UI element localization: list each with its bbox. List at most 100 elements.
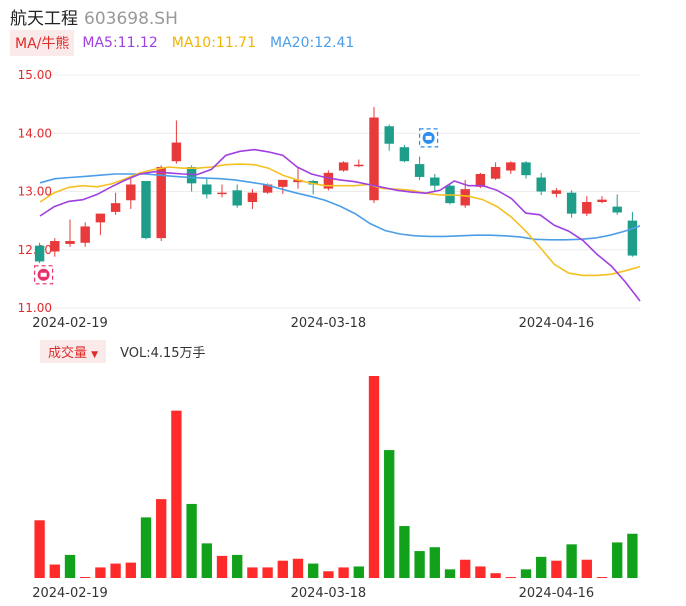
candle [323,170,334,191]
stock-name: 航天工程 [10,9,78,29]
y-tick-label: 15.00 [18,68,52,82]
volume-bar [581,559,592,578]
candle-body [278,179,288,187]
volume-bar [49,564,60,578]
candle [627,211,638,257]
candle [186,165,197,192]
candle-body [34,245,45,262]
candle [141,181,151,240]
volume-bar [323,571,334,578]
candle [50,238,60,257]
candle-body [232,190,242,206]
volume-bar [596,577,608,579]
candle [126,178,136,209]
stock-code: 603698.SH [84,9,178,29]
candle-body [399,147,410,162]
candle [95,213,106,236]
y-tick-label: 14.00 [18,126,52,140]
candle-body [141,181,151,239]
volume-bar [95,567,106,578]
volume-bar [414,551,425,578]
volume-bar [551,560,562,578]
volume-bar [566,544,577,578]
volume-bar [475,566,486,578]
candle-body [80,226,90,243]
candle-body [612,206,622,213]
candle-body [338,162,349,171]
sell-marker-icon [33,265,54,285]
candle [582,196,592,216]
candle-body [171,142,182,162]
marker-glyph [425,135,432,140]
candle-body [262,184,273,193]
candle [156,165,166,242]
volume-bar [125,562,136,578]
volume-bar [80,577,91,579]
candle [521,161,531,179]
marker-frame [33,265,54,285]
volume-bar [460,559,471,578]
volume-bar [505,577,516,579]
candle-body [460,189,470,206]
volume-bar [156,499,167,578]
y-tick-label: 13.00 [18,185,52,199]
candle-body [536,177,546,192]
candle [202,178,212,199]
candle [384,124,394,151]
volume-toggle-button[interactable]: 成交量 ▼ [40,339,107,363]
volume-bar [490,573,501,578]
ma-legend: MA/牛熊 MA5:11.12 MA10:11.71 MA20:12.41 [10,30,368,56]
stock-title: 航天工程 603698.SH [10,4,178,29]
candle-body [50,241,60,252]
volume-bar [186,503,197,578]
candle [34,242,45,264]
candle [293,167,303,189]
candle-body [217,192,227,195]
volume-bar [34,520,45,578]
candle [278,179,288,194]
volume-bar [292,558,304,578]
dropdown-caret-icon: ▼ [91,349,99,360]
candle [612,194,622,215]
y-tick-label: 11.00 [18,301,52,315]
volume-bar [399,526,410,578]
candle-body [202,184,212,195]
volume-bar [429,547,440,578]
candle [232,184,242,208]
volume-bar [262,567,273,578]
candle-body [582,201,592,214]
candle-body [323,172,334,189]
volume-bar [277,560,288,578]
ma20-label: MA20:12.41 [270,35,355,51]
candle [338,161,349,172]
candle-body [186,167,197,184]
candle [80,222,90,247]
y-tick-label: 12.00 [18,243,52,257]
volume-bar [353,566,364,578]
candle [551,188,562,198]
volume-bar [520,569,532,578]
candle [354,159,364,168]
candle-body [369,117,379,201]
ma-toggle-button[interactable]: MA/牛熊 [10,30,75,56]
volume-bar [368,376,380,578]
x-tick-label: 2024-02-19 [32,316,108,330]
candle-body [597,199,607,202]
volume-bar [232,554,243,578]
candle-body [384,126,394,144]
candle-body [156,167,166,239]
candle [566,190,577,218]
candle-body [95,213,106,223]
candle [414,156,425,180]
volume-bar [627,533,638,578]
candle [247,189,258,209]
candle-body [414,164,425,177]
candle-body [430,177,440,186]
candle [506,161,516,175]
candle [369,107,379,204]
marker-frame [419,128,439,148]
candle-body [551,190,562,194]
volume-bar [536,556,547,578]
volume-bar [110,563,121,578]
